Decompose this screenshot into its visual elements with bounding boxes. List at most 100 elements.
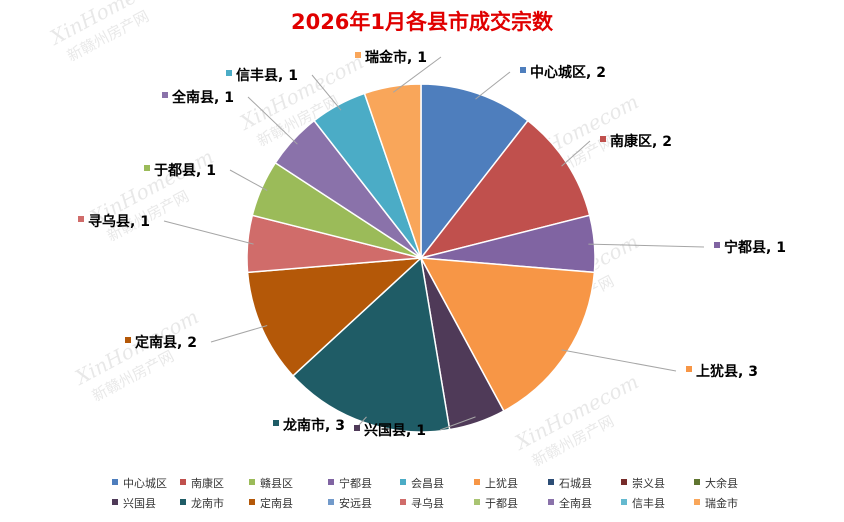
legend-swatch <box>694 499 700 505</box>
data-label: 中心城区, 2 <box>530 64 606 81</box>
pie-slice <box>419 119 591 260</box>
legend-item: 寻乌县 <box>400 496 444 510</box>
legend-swatch <box>249 479 255 485</box>
data-label-marker <box>144 165 150 171</box>
legend-label: 中心城区 <box>123 477 167 490</box>
legend-label: 会昌县 <box>411 477 444 490</box>
legend-label: 大余县 <box>705 476 738 490</box>
pie-slices <box>246 83 596 433</box>
legend-label: 瑞金市 <box>705 496 738 510</box>
data-label: 上犹县, 3 <box>696 364 758 380</box>
data-label-marker <box>78 216 84 222</box>
data-label: 瑞金市, 1 <box>365 49 427 66</box>
data-label: 定南县, 2 <box>135 334 197 351</box>
legend-label: 崇义县 <box>632 477 665 490</box>
legend-item: 安远县 <box>328 496 372 510</box>
leader-line <box>358 416 367 426</box>
legend-swatch <box>112 499 118 505</box>
leader-lines <box>163 56 705 431</box>
legend-swatch <box>400 479 406 485</box>
legend-label: 兴国县 <box>123 497 156 510</box>
pie-slice <box>291 256 451 433</box>
legend-item: 全南县 <box>548 496 592 510</box>
leader-line <box>439 416 476 431</box>
data-label-marker <box>125 337 131 343</box>
leader-line <box>561 140 591 167</box>
legend-swatch <box>694 479 700 485</box>
legend-swatch <box>112 479 118 485</box>
legend-swatch <box>180 479 186 485</box>
leader-line <box>475 71 511 100</box>
legend-label: 定南县 <box>260 496 293 510</box>
data-label-marker <box>686 366 692 372</box>
data-label: 南康区, 2 <box>610 133 672 150</box>
legend-item: 大余县 <box>694 476 738 490</box>
legend-label: 龙南市 <box>191 496 224 510</box>
legend-item: 上犹县 <box>474 477 518 490</box>
pie-slice <box>420 83 529 261</box>
legend-label: 寻乌县 <box>411 496 444 510</box>
legend-swatch <box>474 479 480 485</box>
legend-item: 定南县 <box>249 496 293 510</box>
legend-item: 石城县 <box>548 477 592 490</box>
leader-line <box>588 243 705 248</box>
leader-line <box>163 220 254 245</box>
legend-swatch <box>474 499 480 505</box>
data-labels: 中心城区, 2 南康区, 2 宁都县, 1 上犹县, 3 兴国县, 1 龙南市, 3 定南县… <box>78 49 786 439</box>
legend-swatch <box>548 479 554 485</box>
pie-slice <box>363 83 422 259</box>
legend-swatch <box>328 479 334 485</box>
data-label-marker <box>226 70 232 76</box>
legend-swatch <box>621 479 627 485</box>
legend-item: 于都县 <box>474 497 518 510</box>
leader-line <box>393 56 442 93</box>
legend-label: 全南县 <box>559 496 592 510</box>
data-label-marker <box>600 136 606 142</box>
legend-label: 上犹县 <box>485 477 518 490</box>
data-label: 龙南市, 3 <box>282 417 345 434</box>
data-label: 信丰县, 1 <box>236 67 298 84</box>
pie-slice <box>419 257 596 413</box>
leader-line <box>561 349 677 372</box>
legend-label: 安远县 <box>339 496 372 510</box>
legend-label: 赣县区 <box>260 476 293 490</box>
legend-item: 南康区 <box>180 476 224 490</box>
legend-label: 宁都县 <box>339 476 372 490</box>
legend-item: 信丰县 <box>621 497 665 510</box>
data-label: 宁都县, 1 <box>724 239 786 256</box>
data-label-marker <box>162 92 168 98</box>
legend-item: 宁都县 <box>328 476 372 490</box>
data-label: 兴国县, 1 <box>364 422 426 439</box>
data-label: 于都县, 1 <box>154 163 216 179</box>
leader-line <box>210 325 268 343</box>
leader-line <box>247 96 298 145</box>
data-label-marker <box>273 420 279 426</box>
data-label-marker <box>520 67 526 73</box>
legend-swatch <box>621 499 627 505</box>
legend-swatch <box>400 499 406 505</box>
legend-swatch <box>548 499 554 505</box>
legend-item: 会昌县 <box>400 477 444 490</box>
pie-slice <box>246 257 424 377</box>
legend-label: 信丰县 <box>632 497 665 510</box>
data-label-marker <box>714 242 720 248</box>
data-label: 寻乌县, 1 <box>88 213 150 230</box>
legend-label: 南康区 <box>191 476 224 490</box>
leader-line <box>311 74 342 111</box>
data-label: 全南县, 1 <box>171 89 234 106</box>
legend-swatch <box>249 499 255 505</box>
leader-line <box>229 169 268 191</box>
data-label-marker <box>355 52 361 58</box>
legend-item: 中心城区 <box>112 477 167 490</box>
legend-item: 瑞金市 <box>694 496 738 510</box>
legend-item: 龙南市 <box>180 496 224 510</box>
chart-title: 2026年1月各县市成交宗数 <box>290 10 554 34</box>
legend-swatch <box>328 499 334 505</box>
legend-label: 于都县 <box>485 497 518 510</box>
legend-item: 崇义县 <box>621 477 665 490</box>
